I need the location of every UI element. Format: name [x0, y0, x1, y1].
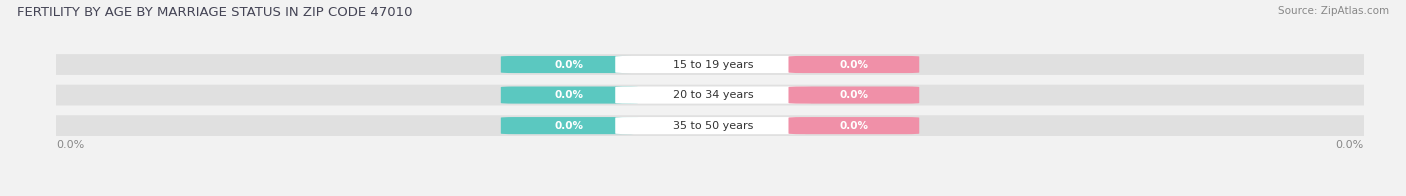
FancyBboxPatch shape	[37, 54, 1384, 75]
Text: FERTILITY BY AGE BY MARRIAGE STATUS IN ZIP CODE 47010: FERTILITY BY AGE BY MARRIAGE STATUS IN Z…	[17, 6, 412, 19]
Text: 0.0%: 0.0%	[555, 90, 583, 100]
Text: 0.0%: 0.0%	[839, 90, 869, 100]
FancyBboxPatch shape	[616, 117, 811, 134]
Text: 35 to 50 years: 35 to 50 years	[673, 121, 754, 131]
Text: 0.0%: 0.0%	[555, 121, 583, 131]
Text: 15 to 19 years: 15 to 19 years	[673, 60, 754, 70]
Text: 0.0%: 0.0%	[1336, 140, 1364, 150]
FancyBboxPatch shape	[501, 86, 638, 104]
Text: Source: ZipAtlas.com: Source: ZipAtlas.com	[1278, 6, 1389, 16]
Text: 0.0%: 0.0%	[839, 121, 869, 131]
Text: 0.0%: 0.0%	[839, 60, 869, 70]
FancyBboxPatch shape	[37, 85, 1384, 105]
FancyBboxPatch shape	[501, 117, 638, 134]
Text: 20 to 34 years: 20 to 34 years	[673, 90, 754, 100]
FancyBboxPatch shape	[616, 86, 811, 104]
FancyBboxPatch shape	[501, 56, 638, 73]
FancyBboxPatch shape	[789, 86, 920, 104]
FancyBboxPatch shape	[789, 117, 920, 134]
Text: 0.0%: 0.0%	[56, 140, 84, 150]
FancyBboxPatch shape	[616, 56, 811, 73]
FancyBboxPatch shape	[789, 56, 920, 73]
FancyBboxPatch shape	[37, 115, 1384, 136]
Text: 0.0%: 0.0%	[555, 60, 583, 70]
